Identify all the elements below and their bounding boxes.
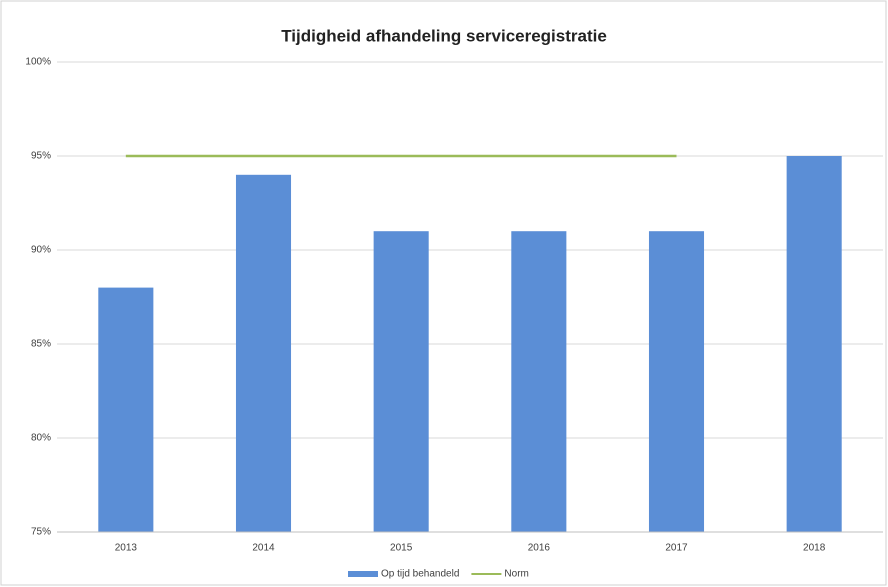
x-tick-label: 2018: [803, 543, 826, 554]
chart-title: Tijdigheid afhandeling serviceregistrati…: [281, 26, 607, 45]
bar: [373, 231, 429, 532]
x-tick-label: 2014: [252, 543, 275, 554]
x-tick-label: 2013: [115, 543, 138, 554]
y-tick-label: 80%: [31, 433, 51, 444]
y-tick-label: 85%: [31, 339, 51, 350]
legend-swatch: [348, 571, 378, 577]
y-tick-label: 100%: [25, 57, 51, 68]
bar: [235, 174, 292, 533]
bar: [786, 156, 842, 532]
y-tick-label: 90%: [31, 245, 51, 256]
bar: [648, 231, 705, 532]
y-tick-label: 75%: [31, 527, 51, 538]
bar: [511, 231, 567, 532]
y-tick-label: 95%: [31, 151, 51, 162]
legend-label: Norm: [504, 569, 528, 580]
bar: [98, 287, 154, 532]
x-tick-label: 2016: [528, 543, 551, 554]
x-tick-label: 2017: [665, 543, 688, 554]
legend-label: Op tijd behandeld: [381, 569, 459, 580]
x-tick-label: 2015: [390, 543, 413, 554]
